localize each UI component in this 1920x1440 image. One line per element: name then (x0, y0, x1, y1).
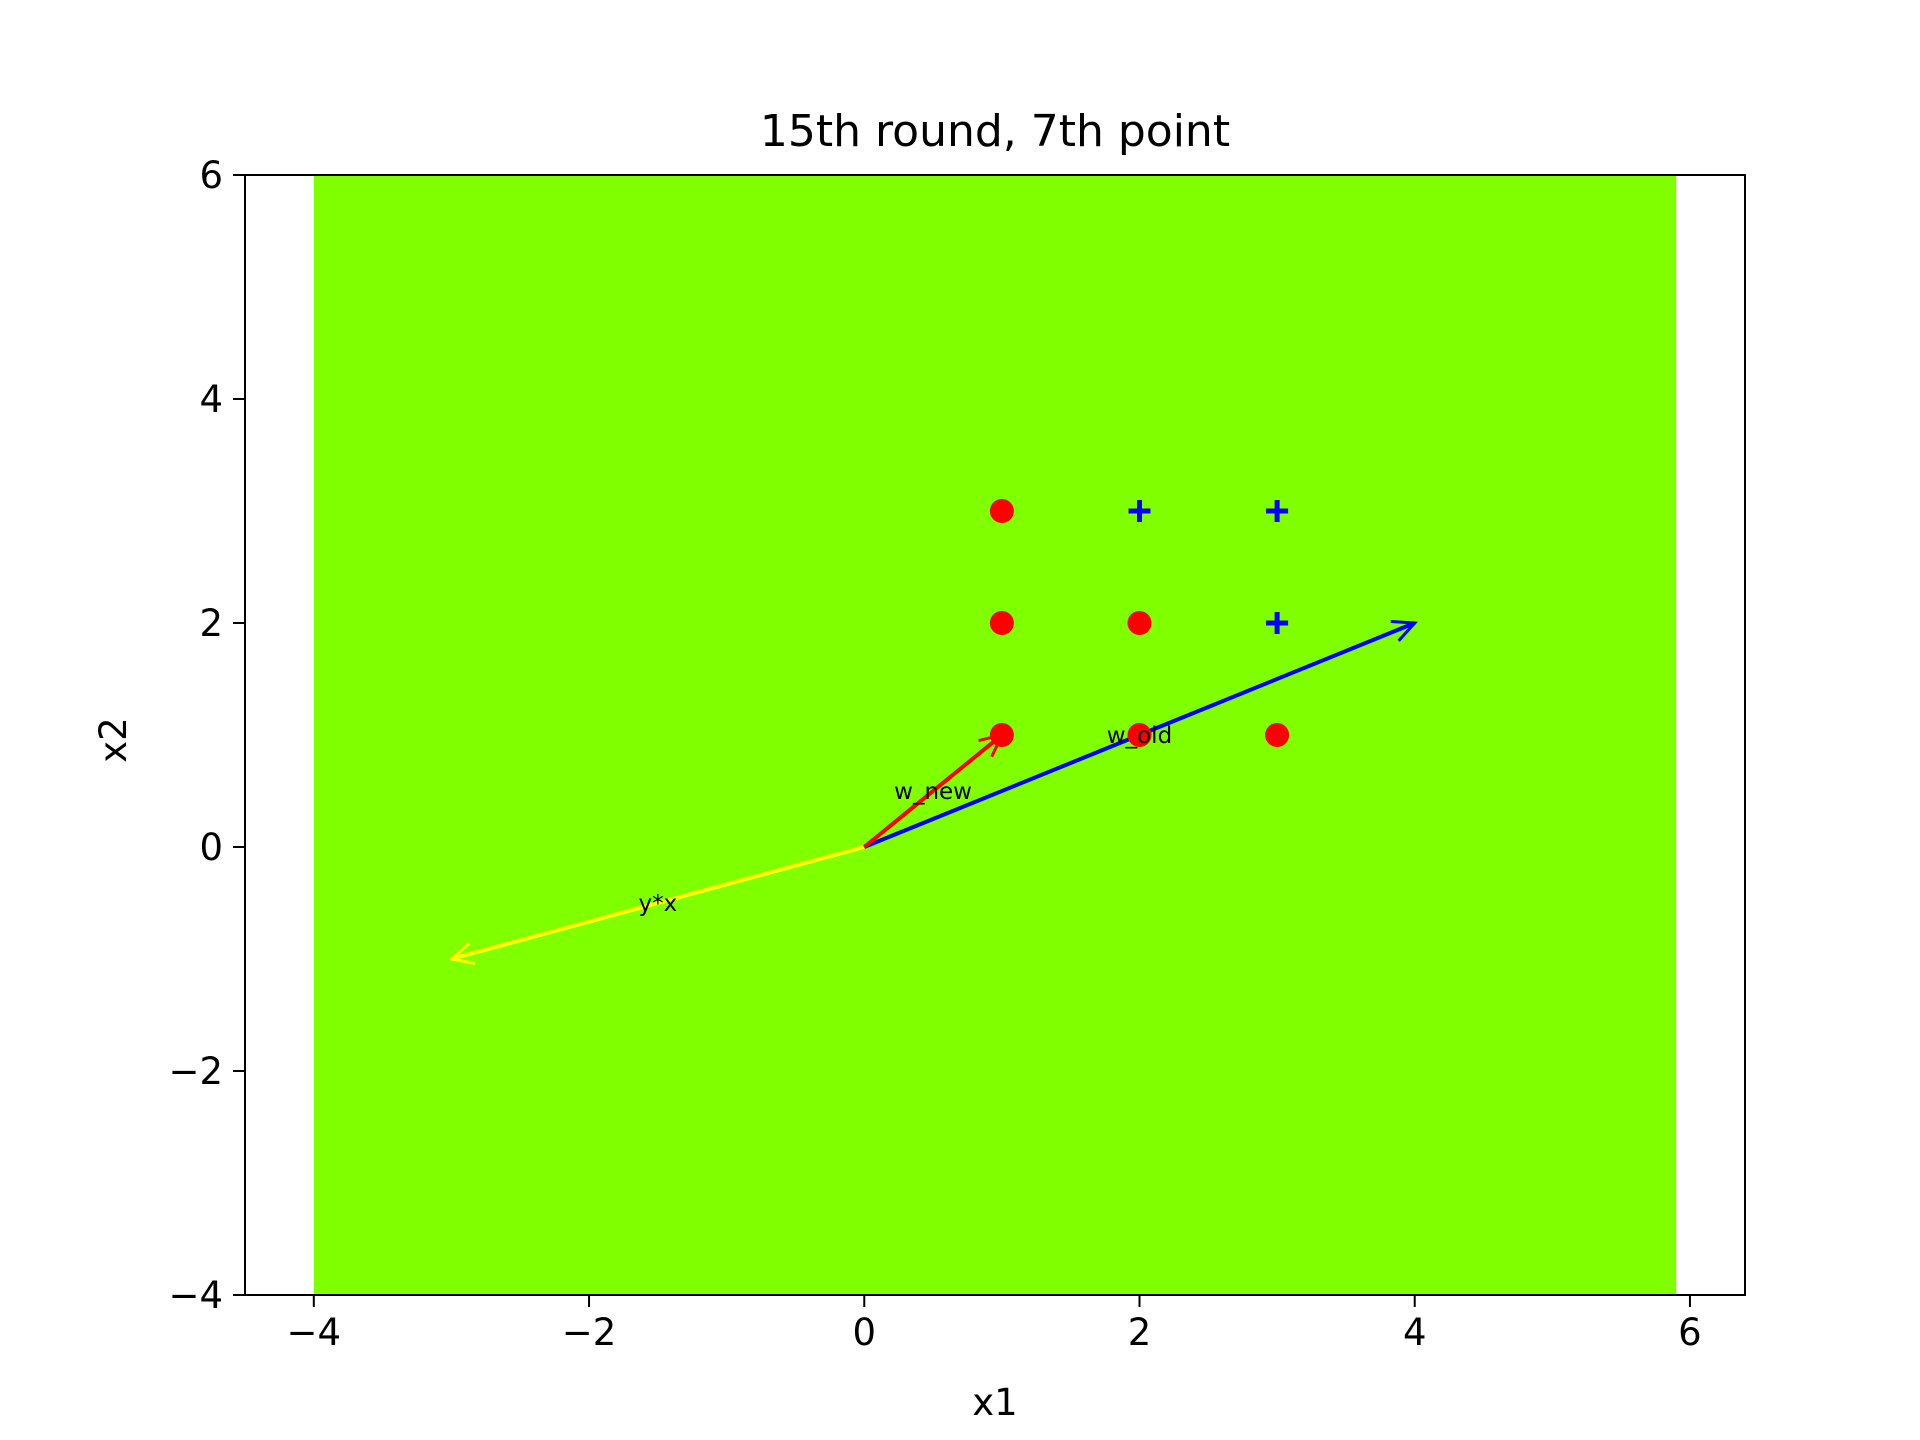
data-point-circle (1127, 723, 1152, 747)
tick-layer: −4 −2 0 2 4 6 −4 −2 0 2 4 6 (168, 154, 1701, 1354)
y-axis-label: x2 (92, 717, 135, 762)
y-tick-label: −4 (168, 1274, 223, 1317)
vector-label: w_new (894, 779, 972, 805)
data-point-circle (989, 723, 1014, 747)
x-tick-label: −4 (287, 1311, 342, 1354)
vector-arrowhead (448, 942, 476, 965)
vector-shaft (863, 733, 1004, 849)
x-tick-label: 4 (1403, 1311, 1427, 1354)
chart-title: 15th round, 7th point (760, 106, 1230, 157)
annotation-layer: y*x w_old w_new (638, 723, 1172, 917)
plot-frame (244, 174, 1746, 1296)
vector-shaft (450, 845, 865, 961)
data-point-plus (1266, 612, 1289, 634)
data-point-plus (1266, 500, 1289, 522)
data-point-circle (1265, 723, 1290, 747)
x-tick-label: 6 (1678, 1311, 1702, 1354)
vector-y-x (448, 845, 865, 965)
y-tick-label: 0 (199, 826, 223, 869)
y-tick-label: 6 (199, 154, 223, 197)
x-tick-label: 0 (852, 1311, 876, 1354)
data-point-circle (989, 611, 1014, 635)
point-layer (989, 499, 1290, 747)
x-axis-label: x1 (972, 1381, 1017, 1424)
y-tick-label: 2 (199, 602, 223, 645)
vector-label: w_old (1107, 723, 1172, 749)
vector-arrowhead (1390, 619, 1418, 642)
y-tick-label: 4 (199, 378, 223, 421)
x-tick-label: 2 (1128, 1311, 1152, 1354)
y-tick-label: −2 (168, 1050, 223, 1093)
vector-label: y*x (638, 891, 677, 917)
data-point-circle (1127, 611, 1152, 635)
data-point-circle (989, 499, 1014, 523)
x-tick-label: −2 (562, 1311, 617, 1354)
data-point-plus (1128, 500, 1151, 522)
